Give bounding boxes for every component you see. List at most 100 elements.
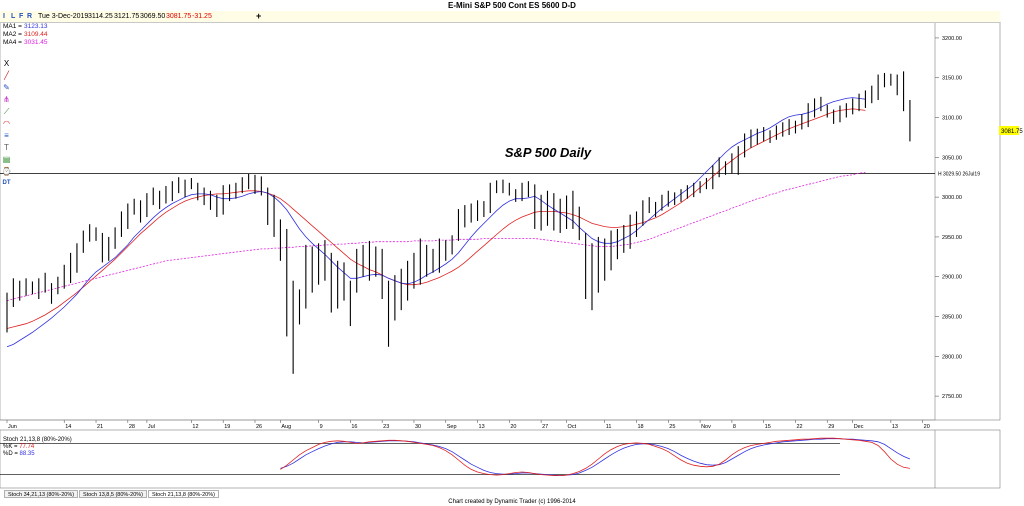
tab-stoch-21-13-8[interactable]: Stoch 21,13,8 (80%-20%) bbox=[147, 490, 219, 498]
stoch-panel-frame bbox=[0, 429, 1001, 489]
stoch-k-value: 77.74 bbox=[19, 444, 35, 450]
band-tool-icon[interactable]: ▤ bbox=[2, 155, 11, 164]
y-tick-label: 2800.00 bbox=[942, 354, 962, 360]
ma1-legend: MA1 = 3123.13 bbox=[3, 23, 47, 31]
x-tick-label: 9 bbox=[320, 424, 323, 430]
x-tick-label: 20 bbox=[510, 424, 516, 430]
ma4-legend: MA4 = 3031.45 bbox=[3, 39, 47, 47]
footer-credit: Chart created by Dynamic Trader (c) 1996… bbox=[448, 499, 576, 505]
x-tick-label: 28 bbox=[129, 424, 135, 430]
toolbar-f-button[interactable]: F bbox=[19, 13, 24, 20]
x-tick-label: 20 bbox=[924, 424, 930, 430]
x-tick-label: 13 bbox=[892, 424, 898, 430]
stoch-k-legend: %K = 77.74 bbox=[3, 444, 72, 451]
toolbar: I L F R Tue 3-Dec-2019 3114.25 3121.75 3… bbox=[0, 11, 1000, 23]
y-tick-label: 3200.00 bbox=[942, 36, 962, 42]
x-tick-label: Jun bbox=[8, 424, 17, 430]
x-tick-label: 29 bbox=[828, 424, 834, 430]
stoch-k-label: %K = bbox=[3, 444, 20, 450]
x-tick-label: Dec bbox=[854, 424, 864, 430]
tab-stoch-13-8-5[interactable]: Stoch 13,8,5 (80%-20%) bbox=[79, 490, 147, 498]
text-tool-icon[interactable]: T bbox=[4, 143, 9, 152]
ma2-label: MA2 = bbox=[3, 31, 22, 38]
x-tick-label: 22 bbox=[796, 424, 802, 430]
bar-high: 3121.75 bbox=[114, 13, 140, 20]
ma1-label: MA1 = bbox=[3, 23, 22, 30]
stoch-title: Stoch 21,13,8 (80%-20%) bbox=[3, 437, 72, 443]
ma2-legend: MA2 = 3109.44 bbox=[3, 31, 47, 39]
x-tick-label: 13 bbox=[479, 424, 485, 430]
draw-tool-icon[interactable]: ✎ bbox=[3, 83, 10, 92]
pitchfork-tool-icon[interactable]: ⋔ bbox=[3, 95, 10, 104]
stoch-d-value: 88.35 bbox=[19, 451, 35, 457]
y-tick-label: 3150.00 bbox=[942, 76, 962, 82]
x-tick-label: 25 bbox=[669, 424, 675, 430]
ma-legend: MA1 = 3123.13 MA2 = 3109.44 MA4 = 3031.45 bbox=[3, 23, 47, 47]
line-tool-icon[interactable]: ╱ bbox=[4, 71, 9, 80]
arc-tool-icon[interactable]: ◠ bbox=[3, 119, 10, 128]
ma4-label: MA4 = bbox=[3, 39, 22, 46]
x-tick-label: 19 bbox=[224, 424, 230, 430]
y-tick-label: 2750.00 bbox=[942, 394, 962, 400]
bar-low: 3069.50 bbox=[140, 13, 166, 20]
x-tick-label: 14 bbox=[65, 424, 71, 430]
x-tick-label: 12 bbox=[192, 424, 198, 430]
x-tick-label: 16 bbox=[351, 424, 357, 430]
dt-tool-icon[interactable]: DT bbox=[2, 180, 11, 186]
ma4-line bbox=[6, 172, 866, 301]
bar-change: -31.25 bbox=[192, 13, 212, 20]
toolbar-i-button[interactable]: I bbox=[3, 13, 5, 20]
y-tick-label: 2900.00 bbox=[942, 275, 962, 281]
x-tick-label: Aug bbox=[281, 424, 291, 430]
toolbar-l-button[interactable]: L bbox=[11, 13, 16, 20]
y-tick-label: 3000.00 bbox=[942, 195, 962, 201]
x-tick-label: 18 bbox=[638, 424, 644, 430]
stoch-d-line bbox=[280, 438, 911, 477]
ray-tool-icon[interactable]: ⟋ bbox=[3, 107, 10, 116]
current-price-label: 3081.75 bbox=[1001, 129, 1023, 135]
drawing-toolbar: X ╱ ✎ ⋔ ⟋ ◠ ≡ T ▤ ⌚ DT bbox=[1, 58, 13, 190]
x-tick-label: Sep bbox=[447, 424, 457, 430]
y-tick-label: 3100.00 bbox=[942, 116, 962, 122]
x-tick-label: 27 bbox=[542, 424, 548, 430]
ma4-value: 3031.45 bbox=[23, 39, 48, 46]
x-tick-label: 15 bbox=[765, 424, 771, 430]
fib-tool-icon[interactable]: ≡ bbox=[4, 131, 9, 140]
x-tick-label: Jul bbox=[148, 424, 155, 430]
y-tick-label: 3050.00 bbox=[942, 155, 962, 161]
y-tick-label: 2950.00 bbox=[942, 235, 962, 241]
x-tick-label: 8 bbox=[733, 424, 736, 430]
add-study-button[interactable]: + bbox=[256, 11, 262, 21]
bar-close: 3081.75 bbox=[166, 13, 192, 20]
stoch-d-label: %D = bbox=[3, 451, 20, 457]
x-tick-label: 26 bbox=[256, 424, 262, 430]
x-tick-label: 11 bbox=[606, 424, 612, 430]
bar-open: 3114.25 bbox=[88, 13, 113, 20]
toolbar-r-button[interactable]: R bbox=[27, 13, 33, 20]
ma2-line bbox=[6, 108, 866, 329]
stoch-k-line bbox=[280, 437, 910, 477]
time-tool-icon[interactable]: ⌚ bbox=[1, 167, 12, 176]
x-tick-label: Oct bbox=[568, 424, 577, 430]
bar-date: Tue 3-Dec-2019 bbox=[38, 13, 89, 20]
study-tabs: Stoch 34,21,13 (80%-20%) Stoch 13,8,5 (8… bbox=[4, 490, 220, 498]
hline-label: H 3029.50 26Jul19 bbox=[938, 172, 980, 178]
stoch-d-legend: %D = 88.35 bbox=[3, 451, 72, 458]
y-tick-label: 2850.00 bbox=[942, 315, 962, 321]
tab-stoch-34-21-13[interactable]: Stoch 34,21,13 (80%-20%) bbox=[4, 490, 79, 498]
x-tick-label: 23 bbox=[383, 424, 389, 430]
close-icon[interactable]: X bbox=[3, 59, 10, 68]
chart-title: S&P 500 Daily bbox=[505, 145, 592, 160]
stoch-legend: Stoch 21,13,8 (80%-20%) %K = 77.74 %D = … bbox=[3, 437, 72, 458]
x-tick-label: 21 bbox=[97, 424, 103, 430]
current-price-tag bbox=[999, 126, 1019, 135]
x-tick-label: 30 bbox=[415, 424, 421, 430]
ma1-value: 3123.13 bbox=[23, 23, 48, 30]
ma2-value: 3109.44 bbox=[23, 31, 48, 38]
ma1-line bbox=[6, 97, 866, 348]
window-title: E-Mini S&P 500 Cont ES 5600 D-D bbox=[0, 0, 1024, 11]
x-tick-label: Nov bbox=[701, 424, 711, 430]
price-panel-frame bbox=[0, 21, 1001, 421]
